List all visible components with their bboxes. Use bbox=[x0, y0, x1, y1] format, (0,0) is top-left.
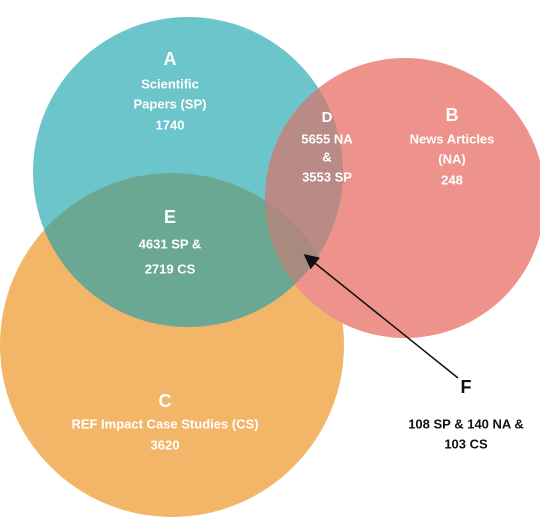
region-text: 3620 bbox=[151, 437, 180, 452]
region-text: 1740 bbox=[156, 117, 185, 132]
region-text: (NA) bbox=[438, 151, 465, 166]
region-letter: B bbox=[446, 105, 459, 125]
region-letter: F bbox=[461, 377, 472, 397]
region-text: 2719 CS bbox=[145, 261, 196, 276]
region-text: REF Impact Case Studies (CS) bbox=[71, 416, 258, 431]
region-letter: E bbox=[164, 207, 176, 227]
region-text: 108 SP & 140 NA & bbox=[408, 416, 524, 431]
region-letter: C bbox=[159, 391, 172, 411]
region-text: Scientific bbox=[141, 76, 199, 91]
region-letter: A bbox=[164, 49, 177, 69]
region-text: 103 CS bbox=[444, 436, 488, 451]
overlap-a-c bbox=[33, 173, 343, 327]
region-text: 4631 SP & bbox=[139, 236, 202, 251]
region-text: News Articles bbox=[410, 131, 495, 146]
arrow bbox=[303, 254, 459, 379]
region-text: 3553 SP bbox=[302, 169, 352, 184]
region-text: 5655 NA bbox=[301, 131, 353, 146]
region-text: & bbox=[322, 149, 331, 164]
region-text: 248 bbox=[441, 172, 463, 187]
region-letter: D bbox=[322, 109, 333, 126]
region-text: Papers (SP) bbox=[134, 96, 207, 111]
